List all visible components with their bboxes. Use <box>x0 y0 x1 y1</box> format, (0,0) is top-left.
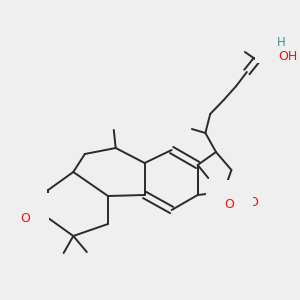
Text: OH: OH <box>279 50 298 64</box>
Text: O: O <box>20 212 30 224</box>
Text: O: O <box>225 199 234 212</box>
Text: H: H <box>277 37 285 50</box>
Text: O: O <box>249 196 259 208</box>
Text: O: O <box>274 32 284 44</box>
